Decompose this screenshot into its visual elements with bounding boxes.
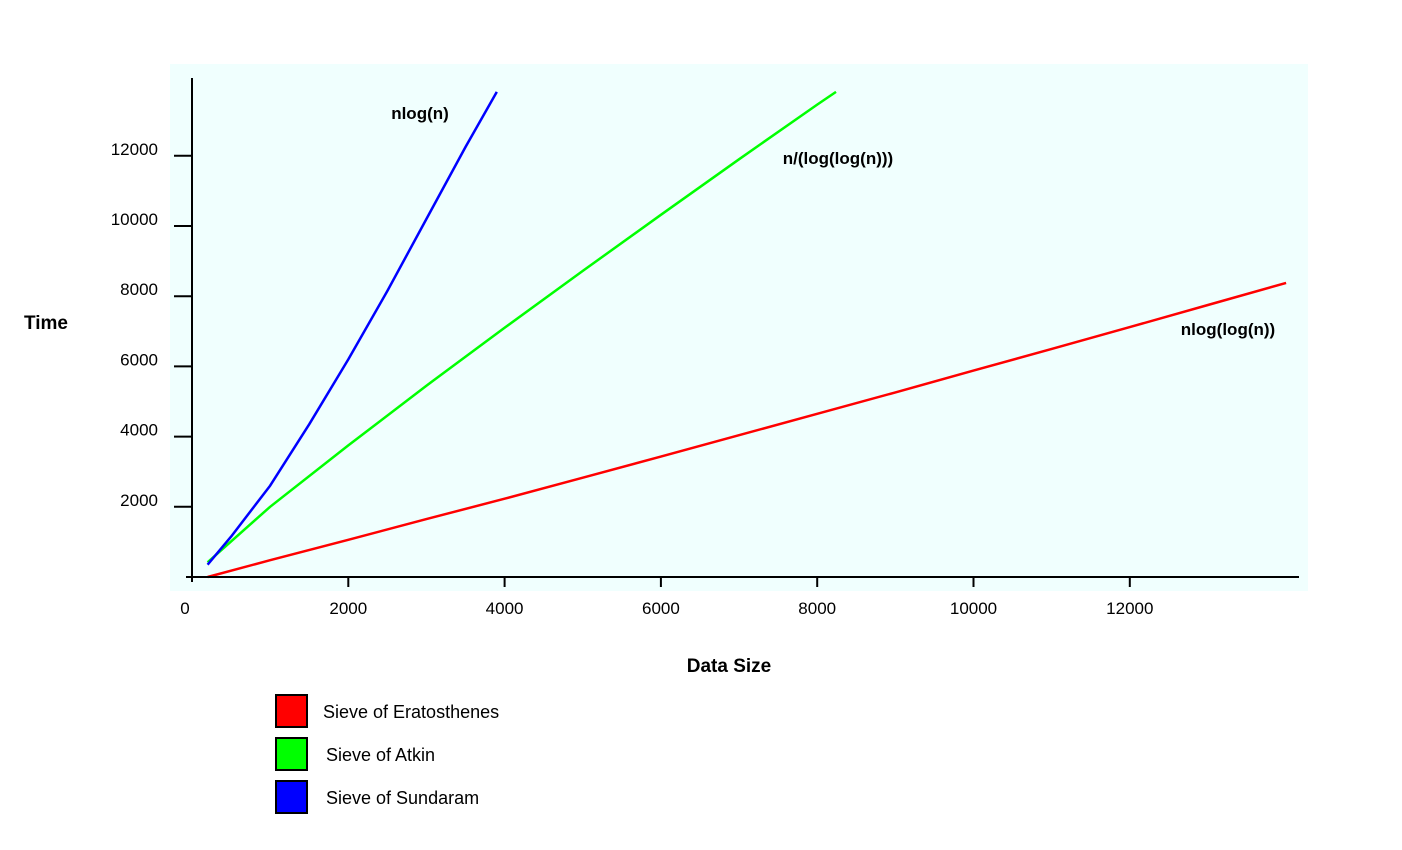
y-tick-label: 4000 xyxy=(120,421,158,440)
annotations-group: nlog(log(n)) n/(log(log(n))) nlog(n) xyxy=(391,104,1275,339)
curve-annotation: nlog(log(n)) xyxy=(1181,320,1275,339)
series-line-sieve-of-sundaram xyxy=(206,91,498,566)
y-tick-label: 8000 xyxy=(120,280,158,299)
y-tick-label: 10000 xyxy=(111,210,158,229)
x-tick-label: 8000 xyxy=(798,599,836,618)
series-line-sieve-of-eratosthenes xyxy=(207,281,1287,579)
legend-label-sundaram: Sieve of Sundaram xyxy=(326,788,480,808)
ticks-group: 0 2000 4000 6000 8000 10000 12000 2000 4000 6000 8… xyxy=(111,140,1154,618)
x-tick-label: 2000 xyxy=(329,599,367,618)
x-tick-label: 12000 xyxy=(1106,599,1153,618)
y-tick-label: 6000 xyxy=(120,350,158,369)
legend-label-eratosthenes: Sieve of Eratosthenes xyxy=(323,702,500,722)
x-tick-label: 0 xyxy=(180,599,189,618)
legend-swatch-atkin xyxy=(275,737,308,771)
series-line-sieve-of-atkin xyxy=(206,90,837,564)
plot-background xyxy=(170,64,1308,591)
x-tick-label: 4000 xyxy=(486,599,524,618)
x-axis-title: Data Size xyxy=(687,656,771,677)
series-group xyxy=(206,90,1287,579)
y-tick-label: 2000 xyxy=(120,491,158,510)
legend-label-atkin: Sieve of Atkin xyxy=(326,745,436,765)
y-axis-title: Time xyxy=(24,313,68,334)
x-tick-label: 6000 xyxy=(642,599,680,618)
axes-group xyxy=(186,78,1299,582)
legend-swatch-sundaram xyxy=(275,780,308,814)
x-tick-label: 10000 xyxy=(950,599,997,618)
legend-swatch-eratosthenes xyxy=(275,694,308,728)
curve-annotation: nlog(n) xyxy=(391,104,449,123)
y-tick-label: 12000 xyxy=(111,140,158,159)
curve-annotation: n/(log(log(n))) xyxy=(783,149,893,168)
